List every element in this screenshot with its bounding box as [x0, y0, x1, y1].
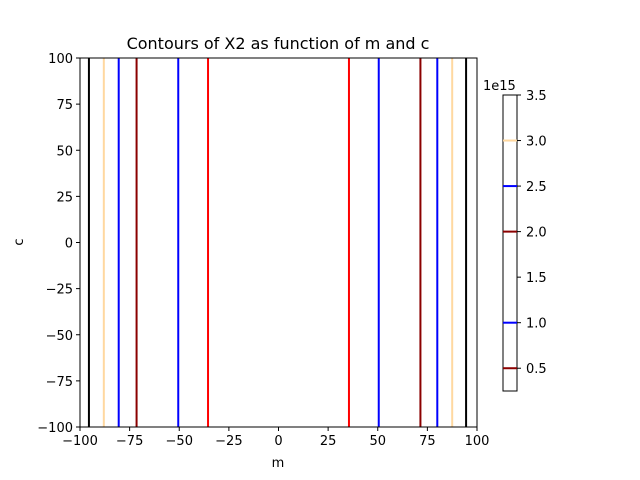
colorbar-tick-label: 1.0	[526, 317, 547, 332]
y-axis: −100 −75 −50 −25 0 25 50 75 100	[37, 52, 80, 436]
y-tick-label: −100	[37, 421, 73, 436]
x-tick-label: −50	[166, 434, 193, 449]
colorbar-offset-label: 1e15	[483, 79, 516, 94]
colorbar-tick-label: 0.5	[526, 362, 547, 377]
y-tick-label: 25	[56, 190, 73, 205]
y-tick-label: −25	[46, 283, 73, 298]
x-axis-label: m	[272, 456, 285, 471]
x-tick-label: 0	[274, 434, 282, 449]
y-tick-label: 0	[65, 237, 73, 252]
colorbar-tick-label: 2.0	[526, 226, 547, 241]
x-tick-label: −75	[116, 434, 143, 449]
colorbar-tick-label: 3.5	[526, 89, 547, 104]
y-tick-label: 75	[56, 98, 73, 113]
y-axis-label: c	[12, 238, 27, 245]
x-tick-label: −25	[215, 434, 242, 449]
x-tick-label: 75	[419, 434, 436, 449]
x-axis: −100 −75 −50 −25 0 25 50 75 100	[62, 427, 489, 449]
x-tick-label: 100	[465, 434, 490, 449]
y-tick-label: 100	[48, 52, 73, 67]
colorbar-levels	[503, 139, 517, 370]
y-tick-label: 50	[56, 144, 73, 159]
plot-frame	[79, 57, 478, 428]
colorbar-tick-label: 3.0	[526, 135, 547, 150]
x-tick-label: 50	[369, 434, 386, 449]
chart-title: Contours of X2 as function of m and c	[127, 34, 430, 53]
colorbar-tick-label: 1.5	[526, 271, 547, 286]
x-tick-label: 25	[320, 434, 337, 449]
colorbar-frame	[502, 94, 518, 392]
colorbar-tick-label: 2.5	[526, 180, 547, 195]
contour-lines	[87, 58, 468, 427]
x-tick-label: −100	[62, 434, 98, 449]
colorbar: 0.5 1.0 1.5 2.0 2.5 3.0 3.5 1e15	[483, 79, 547, 392]
y-tick-label: −50	[46, 329, 73, 344]
y-tick-label: −75	[46, 375, 73, 390]
colorbar-ticks: 0.5 1.0 1.5 2.0 2.5 3.0 3.5	[517, 89, 547, 377]
